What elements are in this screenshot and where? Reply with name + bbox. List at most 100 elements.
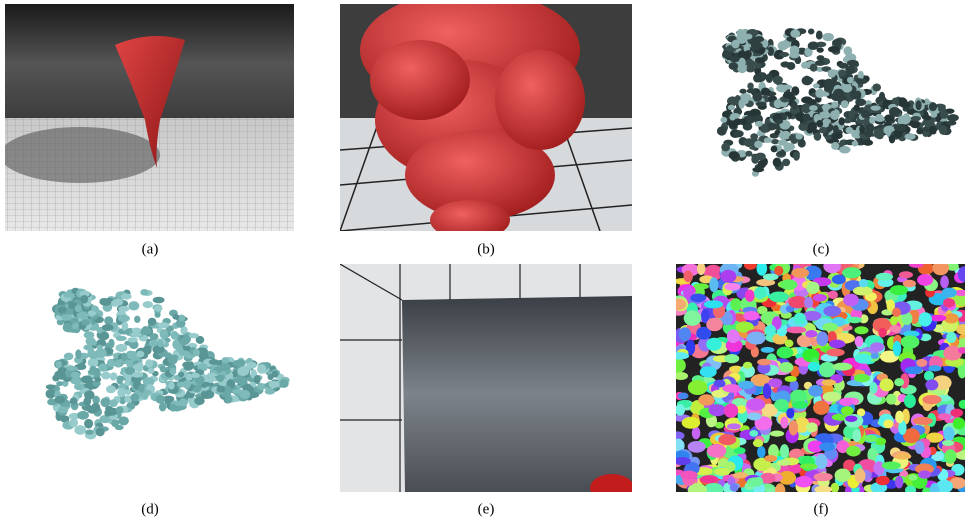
- blob: [111, 300, 119, 307]
- blob: [193, 349, 200, 356]
- blob: [233, 377, 244, 383]
- blob: [943, 346, 962, 361]
- blob: [77, 312, 88, 319]
- blob: [730, 483, 739, 491]
- blob: [745, 290, 755, 302]
- blob: [752, 167, 764, 173]
- blob: [87, 407, 98, 414]
- blob: [707, 444, 726, 458]
- blob: [247, 362, 257, 369]
- blob: [943, 298, 955, 307]
- blob: [875, 116, 886, 122]
- blob: [779, 52, 789, 57]
- blob: [815, 89, 824, 98]
- blob: [268, 374, 274, 380]
- blob: [932, 260, 949, 275]
- blob: [217, 386, 226, 393]
- blob: [157, 322, 169, 328]
- blob: [839, 63, 849, 69]
- blob: [140, 289, 149, 296]
- blob: [155, 395, 165, 404]
- blob: [780, 279, 797, 290]
- panel-e-image: [340, 264, 634, 502]
- blob: [774, 99, 782, 108]
- blob: [832, 275, 846, 285]
- blob: [783, 92, 795, 99]
- blob: [758, 48, 764, 55]
- blob: [823, 259, 841, 273]
- blob: [669, 299, 686, 311]
- blob: [833, 89, 844, 98]
- blob: [806, 282, 819, 295]
- blob: [889, 135, 895, 144]
- blob: [813, 83, 820, 88]
- blob: [85, 429, 93, 434]
- blob: [172, 340, 180, 350]
- blob: [855, 354, 872, 364]
- blob: [915, 441, 925, 454]
- blob: [816, 120, 823, 127]
- blob: [817, 47, 824, 52]
- blob: [904, 394, 916, 408]
- blob: [770, 431, 785, 437]
- blob: [117, 388, 126, 397]
- blob: [854, 104, 860, 111]
- blob: [890, 285, 908, 295]
- panel-label: (e): [478, 501, 495, 517]
- blob: [58, 307, 67, 314]
- blob: [823, 392, 842, 402]
- blob: [780, 444, 789, 458]
- blob: [108, 339, 114, 348]
- blob: [854, 326, 868, 334]
- blob: [925, 379, 938, 390]
- blob: [929, 126, 937, 133]
- blob: [279, 379, 288, 388]
- blob: [727, 329, 739, 343]
- blob: [729, 62, 739, 70]
- blob: [169, 368, 176, 375]
- blob: [131, 332, 141, 337]
- blob: [916, 100, 922, 110]
- blob: [819, 127, 827, 134]
- blob: [757, 446, 766, 458]
- panel-c-image: [717, 28, 959, 177]
- blob: [876, 273, 894, 281]
- blob: [100, 298, 111, 306]
- blob: [901, 335, 920, 348]
- blob: [116, 336, 127, 341]
- blob: [792, 102, 798, 110]
- blob: [810, 64, 818, 72]
- blob: [746, 398, 765, 410]
- blob: [269, 381, 280, 388]
- blob: [733, 130, 743, 137]
- blob: [756, 261, 767, 276]
- blob: [822, 379, 836, 386]
- blob: [801, 96, 812, 103]
- blob: [143, 390, 152, 395]
- blob: [148, 318, 157, 326]
- blob: [865, 123, 874, 133]
- blob: [132, 328, 142, 333]
- blob: [922, 395, 941, 404]
- blob: [842, 267, 861, 278]
- blob: [683, 271, 693, 283]
- blob: [739, 118, 747, 125]
- blob: [856, 78, 863, 84]
- blob: [943, 426, 954, 441]
- blob: [153, 297, 165, 304]
- blob: [931, 112, 938, 117]
- blob: [239, 390, 250, 399]
- blob: [764, 455, 777, 462]
- blob: [751, 155, 759, 164]
- blob: [790, 29, 800, 37]
- blob: [928, 365, 941, 371]
- blob: [905, 366, 923, 374]
- blob: [75, 349, 81, 359]
- blob: [80, 295, 88, 304]
- blob: [747, 88, 757, 93]
- blob: [864, 435, 878, 442]
- blob: [67, 366, 78, 371]
- blob: [69, 418, 78, 427]
- blob: [895, 453, 911, 460]
- blob: [790, 390, 807, 403]
